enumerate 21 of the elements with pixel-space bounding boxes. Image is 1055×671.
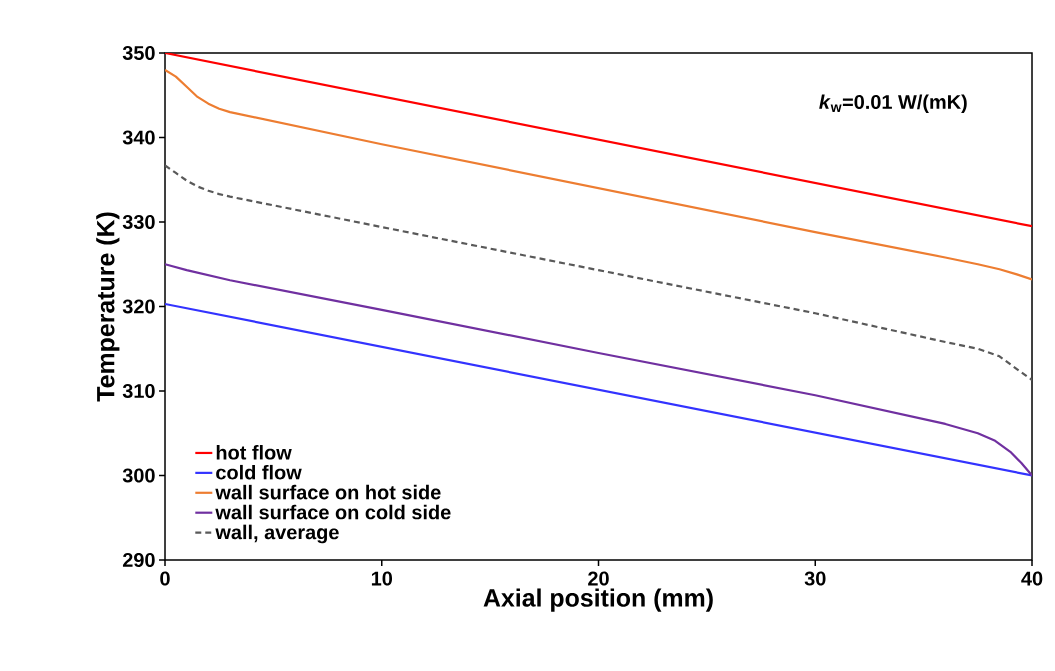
x-tick-label: 10 <box>371 571 393 586</box>
y-tick-label: 300 <box>122 468 155 483</box>
x-tick-label: 40 <box>1021 571 1043 586</box>
legend-label: hot flow <box>216 444 292 460</box>
y-tick-label: 310 <box>122 383 155 399</box>
x-axis-title: Axial position (mm) <box>483 588 713 612</box>
x-tick-label: 20 <box>588 571 609 586</box>
y-tick-label: 340 <box>122 130 155 145</box>
y-tick-label: 320 <box>122 299 155 314</box>
x-tick-label: 0 <box>160 571 170 586</box>
legend-label: wall surface on hot side <box>215 484 441 500</box>
y-tick-label: 290 <box>122 552 155 568</box>
legend-label: wall, average <box>215 524 339 544</box>
y-axis-title: Temperature (K) <box>96 212 120 402</box>
y-tick-label: 350 <box>122 45 155 61</box>
annotation: k$_{w}$=0.01 W/(mK) <box>819 94 967 113</box>
legend-label: cold flow <box>216 464 302 480</box>
legend-label: wall surface on cold side <box>215 504 451 520</box>
line-series <box>165 164 1033 382</box>
y-tick-label: 330 <box>122 214 155 230</box>
x-tick-label: 30 <box>804 571 826 586</box>
